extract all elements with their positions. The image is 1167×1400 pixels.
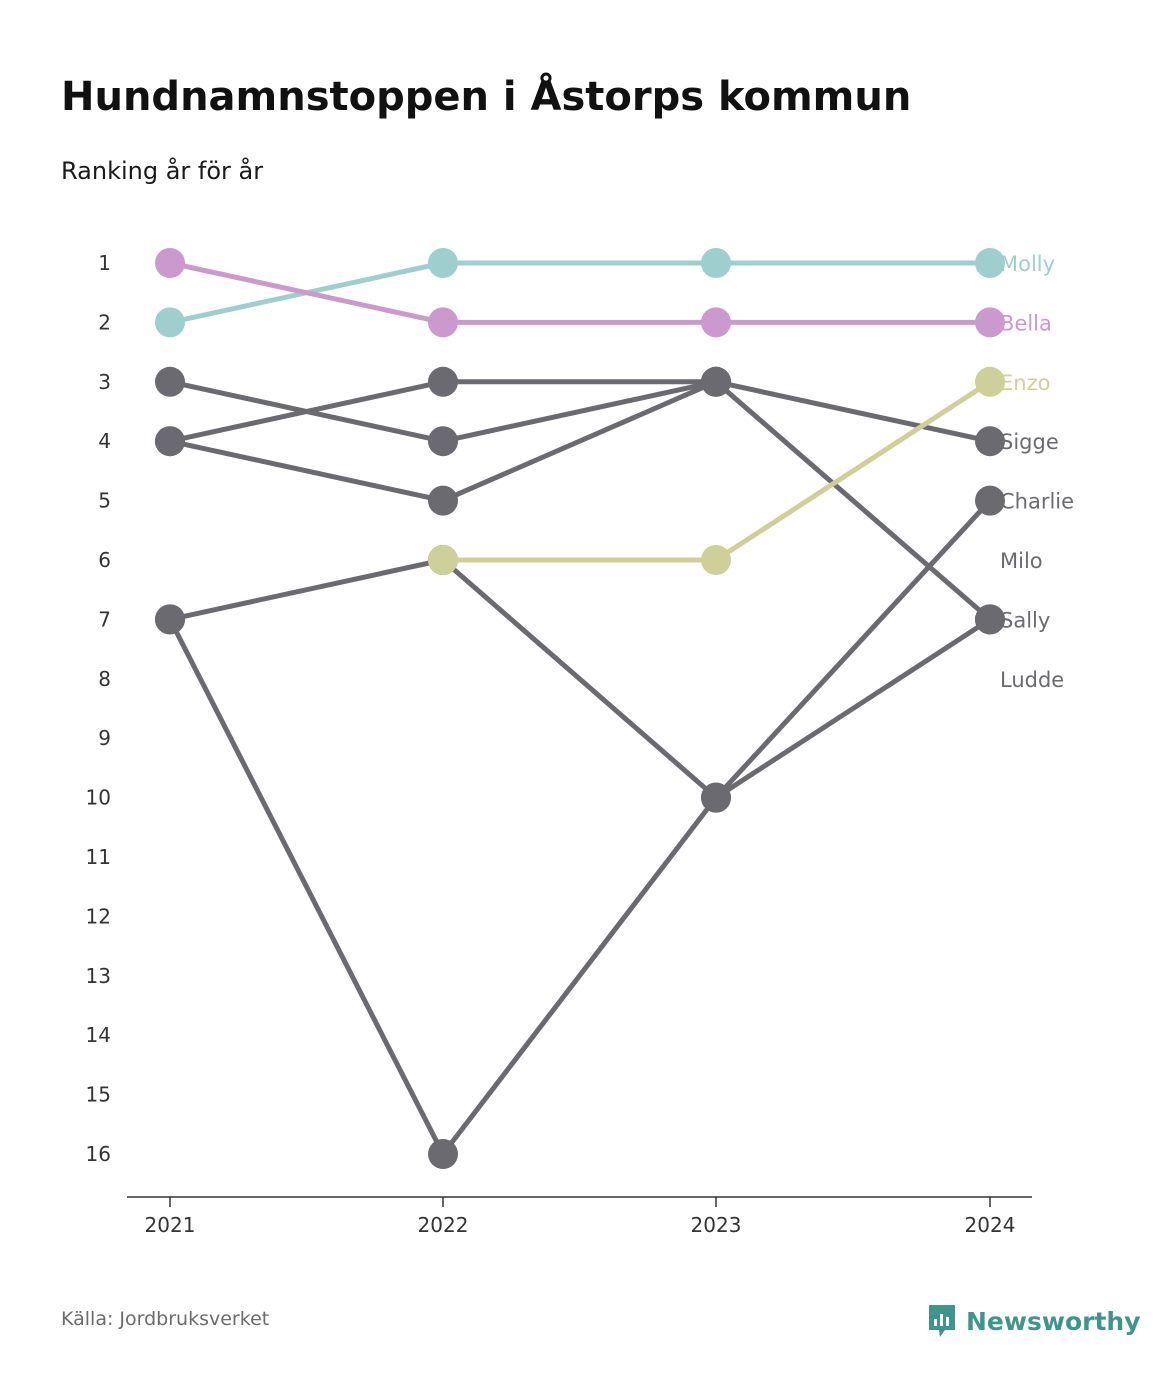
y-tick-label-3: 3 <box>98 370 111 394</box>
series-sally <box>155 366 1005 635</box>
series-enzo <box>428 366 1005 575</box>
y-tick-label-13: 13 <box>86 964 111 988</box>
x-tick-label-2022: 2022 <box>418 1213 469 1237</box>
series-line-ludde-0 <box>167 557 446 622</box>
series-charlie <box>155 485 1005 1169</box>
point-ludde-2024 <box>975 604 1005 635</box>
point-enzo-2023 <box>701 545 731 575</box>
point-milo-2022 <box>428 366 458 397</box>
point-bella-2024 <box>975 307 1005 338</box>
series-line-bella-0 <box>167 260 446 325</box>
point-bella-2023 <box>701 307 731 338</box>
point-enzo-2024 <box>975 366 1005 397</box>
series-label-sigge: Sigge <box>1000 430 1059 454</box>
y-tick-label-6: 6 <box>98 548 111 572</box>
y-tick-label-7: 7 <box>98 607 111 631</box>
series-line-charlie-0 <box>167 616 446 1157</box>
y-tick-label-1: 1 <box>98 251 111 275</box>
point-bella-2022 <box>428 307 458 338</box>
x-tick-label-2021: 2021 <box>145 1213 196 1237</box>
newsworthy-logo-icon <box>929 1305 955 1337</box>
y-tick-label-12: 12 <box>86 904 111 928</box>
series-label-molly: Molly <box>1000 252 1055 276</box>
chart-subtitle: Ranking år för år <box>61 157 264 185</box>
y-tick-label-14: 14 <box>86 1023 111 1047</box>
series-line-sally-1 <box>440 379 719 504</box>
point-molly-2021 <box>155 307 185 338</box>
series-line-sally-0 <box>167 438 446 504</box>
y-tick-label-8: 8 <box>98 667 111 691</box>
point-molly-2023 <box>701 248 731 278</box>
brand[interactable]: Newsworthy <box>926 1303 1141 1339</box>
y-tick-label-9: 9 <box>98 726 111 750</box>
series-line-ludde-1 <box>440 557 719 801</box>
x-tick-label-2023: 2023 <box>691 1213 742 1237</box>
y-tick-label-5: 5 <box>98 489 111 513</box>
point-sally-2022 <box>428 485 458 516</box>
point-bella-2021 <box>155 248 185 278</box>
chart-title: Hundnamnstoppen i Åstorps kommun <box>61 74 912 120</box>
point-enzo-2022 <box>428 545 458 575</box>
series-label-enzo: Enzo <box>1000 371 1050 395</box>
point-sigge-2022 <box>428 426 458 457</box>
series-bella <box>155 248 1005 338</box>
series-line-enzo-2 <box>713 379 993 563</box>
point-charlie-2022 <box>428 1139 458 1169</box>
series-label-bella: Bella <box>1000 311 1052 335</box>
y-tick-label-4: 4 <box>98 429 111 453</box>
y-tick-label-15: 15 <box>86 1083 111 1107</box>
y-tick-label-10: 10 <box>86 786 111 810</box>
point-sigge-2024 <box>975 426 1005 457</box>
series-line-charlie-1 <box>440 795 719 1157</box>
y-tick-label-2: 2 <box>98 310 111 334</box>
series-line-sally-2 <box>713 379 993 622</box>
point-ludde-2021 <box>155 604 185 635</box>
point-molly-2022 <box>428 248 458 278</box>
point-sigge-2021 <box>155 366 185 397</box>
series-line-ludde-2 <box>713 616 993 801</box>
series-line-sigge-2 <box>713 379 993 444</box>
point-charlie-2024 <box>975 485 1005 516</box>
point-sally-2023 <box>701 366 731 397</box>
y-tick-label-11: 11 <box>86 845 111 869</box>
y-tick-label-16: 16 <box>86 1142 111 1166</box>
source-note: Källa: Jordbruksverket <box>61 1308 270 1330</box>
point-molly-2024 <box>975 248 1005 278</box>
x-tick-label-2024: 2024 <box>965 1213 1016 1237</box>
series-label-milo: Milo <box>1000 549 1043 573</box>
series-label-sally: Sally <box>1000 608 1050 632</box>
series-label-charlie: Charlie <box>1000 490 1074 514</box>
series-ludde <box>155 545 1005 813</box>
series-line-charlie-2 <box>713 498 993 801</box>
point-sally-2021 <box>155 426 185 457</box>
series-label-ludde: Ludde <box>1000 668 1064 692</box>
series-line-sigge-1 <box>440 379 719 444</box>
series-line-milo-0 <box>167 379 446 444</box>
point-ludde-2023 <box>701 782 731 813</box>
brand-name: Newsworthy <box>966 1306 1141 1336</box>
